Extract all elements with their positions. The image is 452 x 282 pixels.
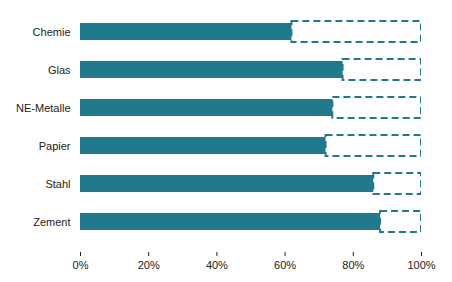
svg-text:0%: 0% bbox=[73, 259, 89, 271]
svg-text:40%: 40% bbox=[206, 259, 228, 271]
svg-text:20%: 20% bbox=[138, 259, 160, 271]
svg-text:60%: 60% bbox=[274, 259, 296, 271]
svg-text:80%: 80% bbox=[342, 259, 364, 271]
svg-text:Stahl: Stahl bbox=[45, 178, 70, 190]
svg-text:Chemie: Chemie bbox=[33, 26, 71, 38]
svg-text:Papier: Papier bbox=[39, 140, 71, 152]
svg-text:Zement: Zement bbox=[33, 216, 70, 228]
svg-text:100%: 100% bbox=[407, 259, 435, 271]
svg-text:NE-Metalle: NE-Metalle bbox=[16, 102, 70, 114]
svg-text:Glas: Glas bbox=[48, 64, 71, 76]
